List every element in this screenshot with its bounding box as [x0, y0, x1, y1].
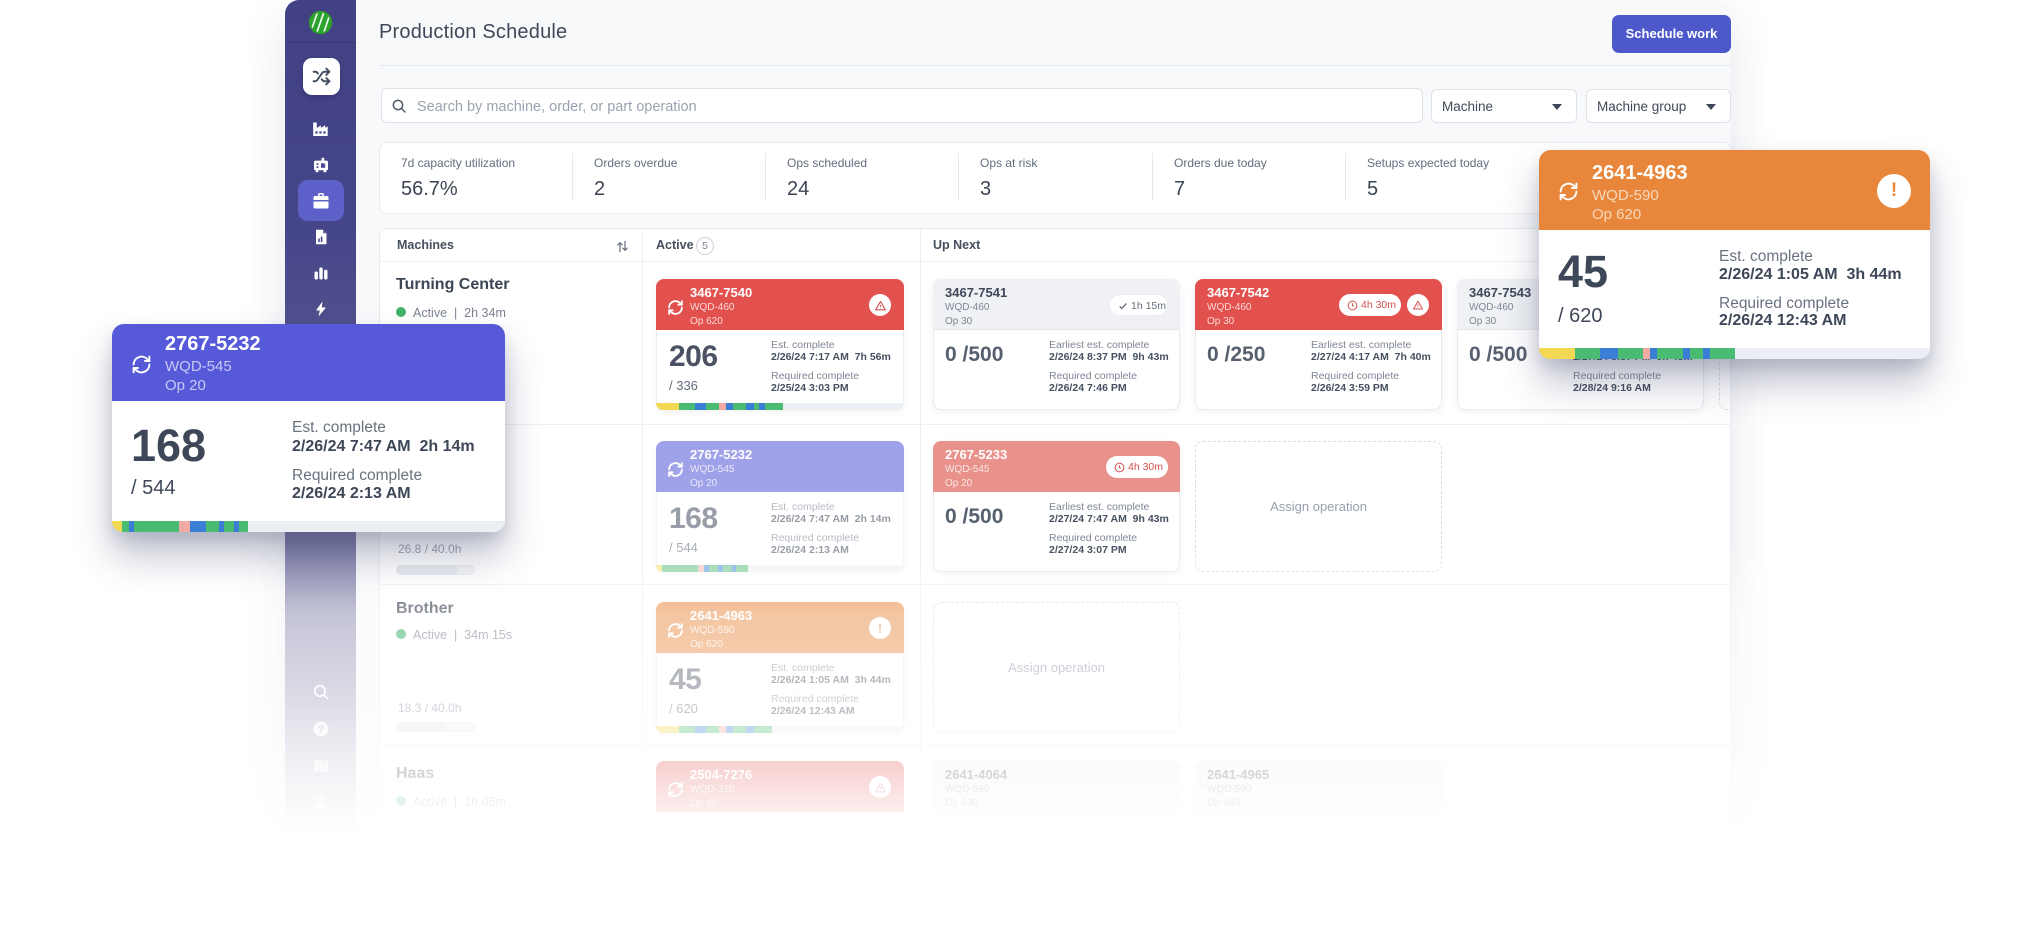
svg-text:?: ?: [318, 724, 324, 735]
